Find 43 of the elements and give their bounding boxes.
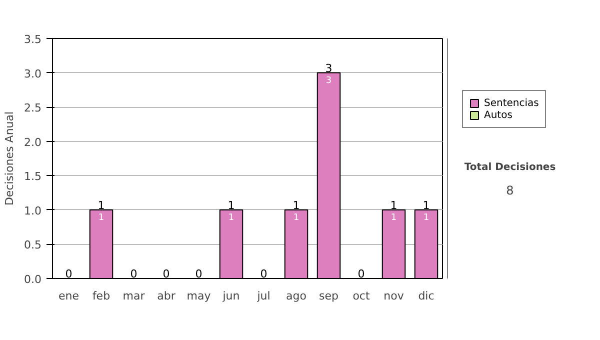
x-tick-label: nov <box>384 290 404 302</box>
total-label: 0 <box>130 268 138 280</box>
x-tick-label: abr <box>157 290 176 302</box>
data-label: 3 <box>326 76 332 86</box>
data-label: 1 <box>423 212 430 223</box>
x-tick-label: oct <box>352 290 370 302</box>
total-label: 1 <box>98 198 105 212</box>
x-tick-label: may <box>186 290 212 302</box>
y-tick-label: 1.5 <box>24 170 42 184</box>
y-tick-label: 2.5 <box>24 102 42 115</box>
x-tick-label: sep <box>319 290 339 302</box>
y-axis-title: Decisiones Anual <box>3 111 16 206</box>
data-label: 1 <box>98 212 104 223</box>
data-label: 1 <box>228 212 234 223</box>
total-label: 0 <box>358 268 365 280</box>
total-label: 1 <box>422 198 430 212</box>
y-tick-label: 0.0 <box>24 273 42 286</box>
y-tick-label: 3.0 <box>24 67 42 80</box>
y-tick-label: 2.0 <box>24 136 42 149</box>
x-tick-label: feb <box>92 290 110 302</box>
y-tick-label: 1.0 <box>24 204 42 218</box>
text: Total Decisiones <box>464 162 556 173</box>
total-label: 0 <box>195 268 202 280</box>
y-tick-label: 0.5 <box>24 238 42 252</box>
data-label: 1 <box>390 212 397 223</box>
total-label: 1 <box>228 198 235 212</box>
x-tick-label: dic <box>418 290 434 302</box>
data-label: 1 <box>293 212 300 223</box>
total-label: 1 <box>390 198 398 212</box>
x-tick-label: jun <box>222 290 240 302</box>
text: 8 <box>506 184 514 198</box>
x-tick-label: ene <box>58 290 80 302</box>
total-label: 0 <box>162 268 170 280</box>
total-label: 0 <box>65 268 72 280</box>
x-tick-label: mar <box>122 290 146 302</box>
total-label: 0 <box>260 268 268 280</box>
total-label: 3 <box>325 62 332 75</box>
x-tick-label: jul <box>256 290 270 302</box>
legend-label: Sentencias <box>484 97 539 109</box>
y-tick-label: 3.5 <box>24 33 42 46</box>
legend-label: Autos <box>484 109 512 121</box>
x-tick-label: ago <box>286 290 307 302</box>
total-label: 1 <box>292 198 300 212</box>
